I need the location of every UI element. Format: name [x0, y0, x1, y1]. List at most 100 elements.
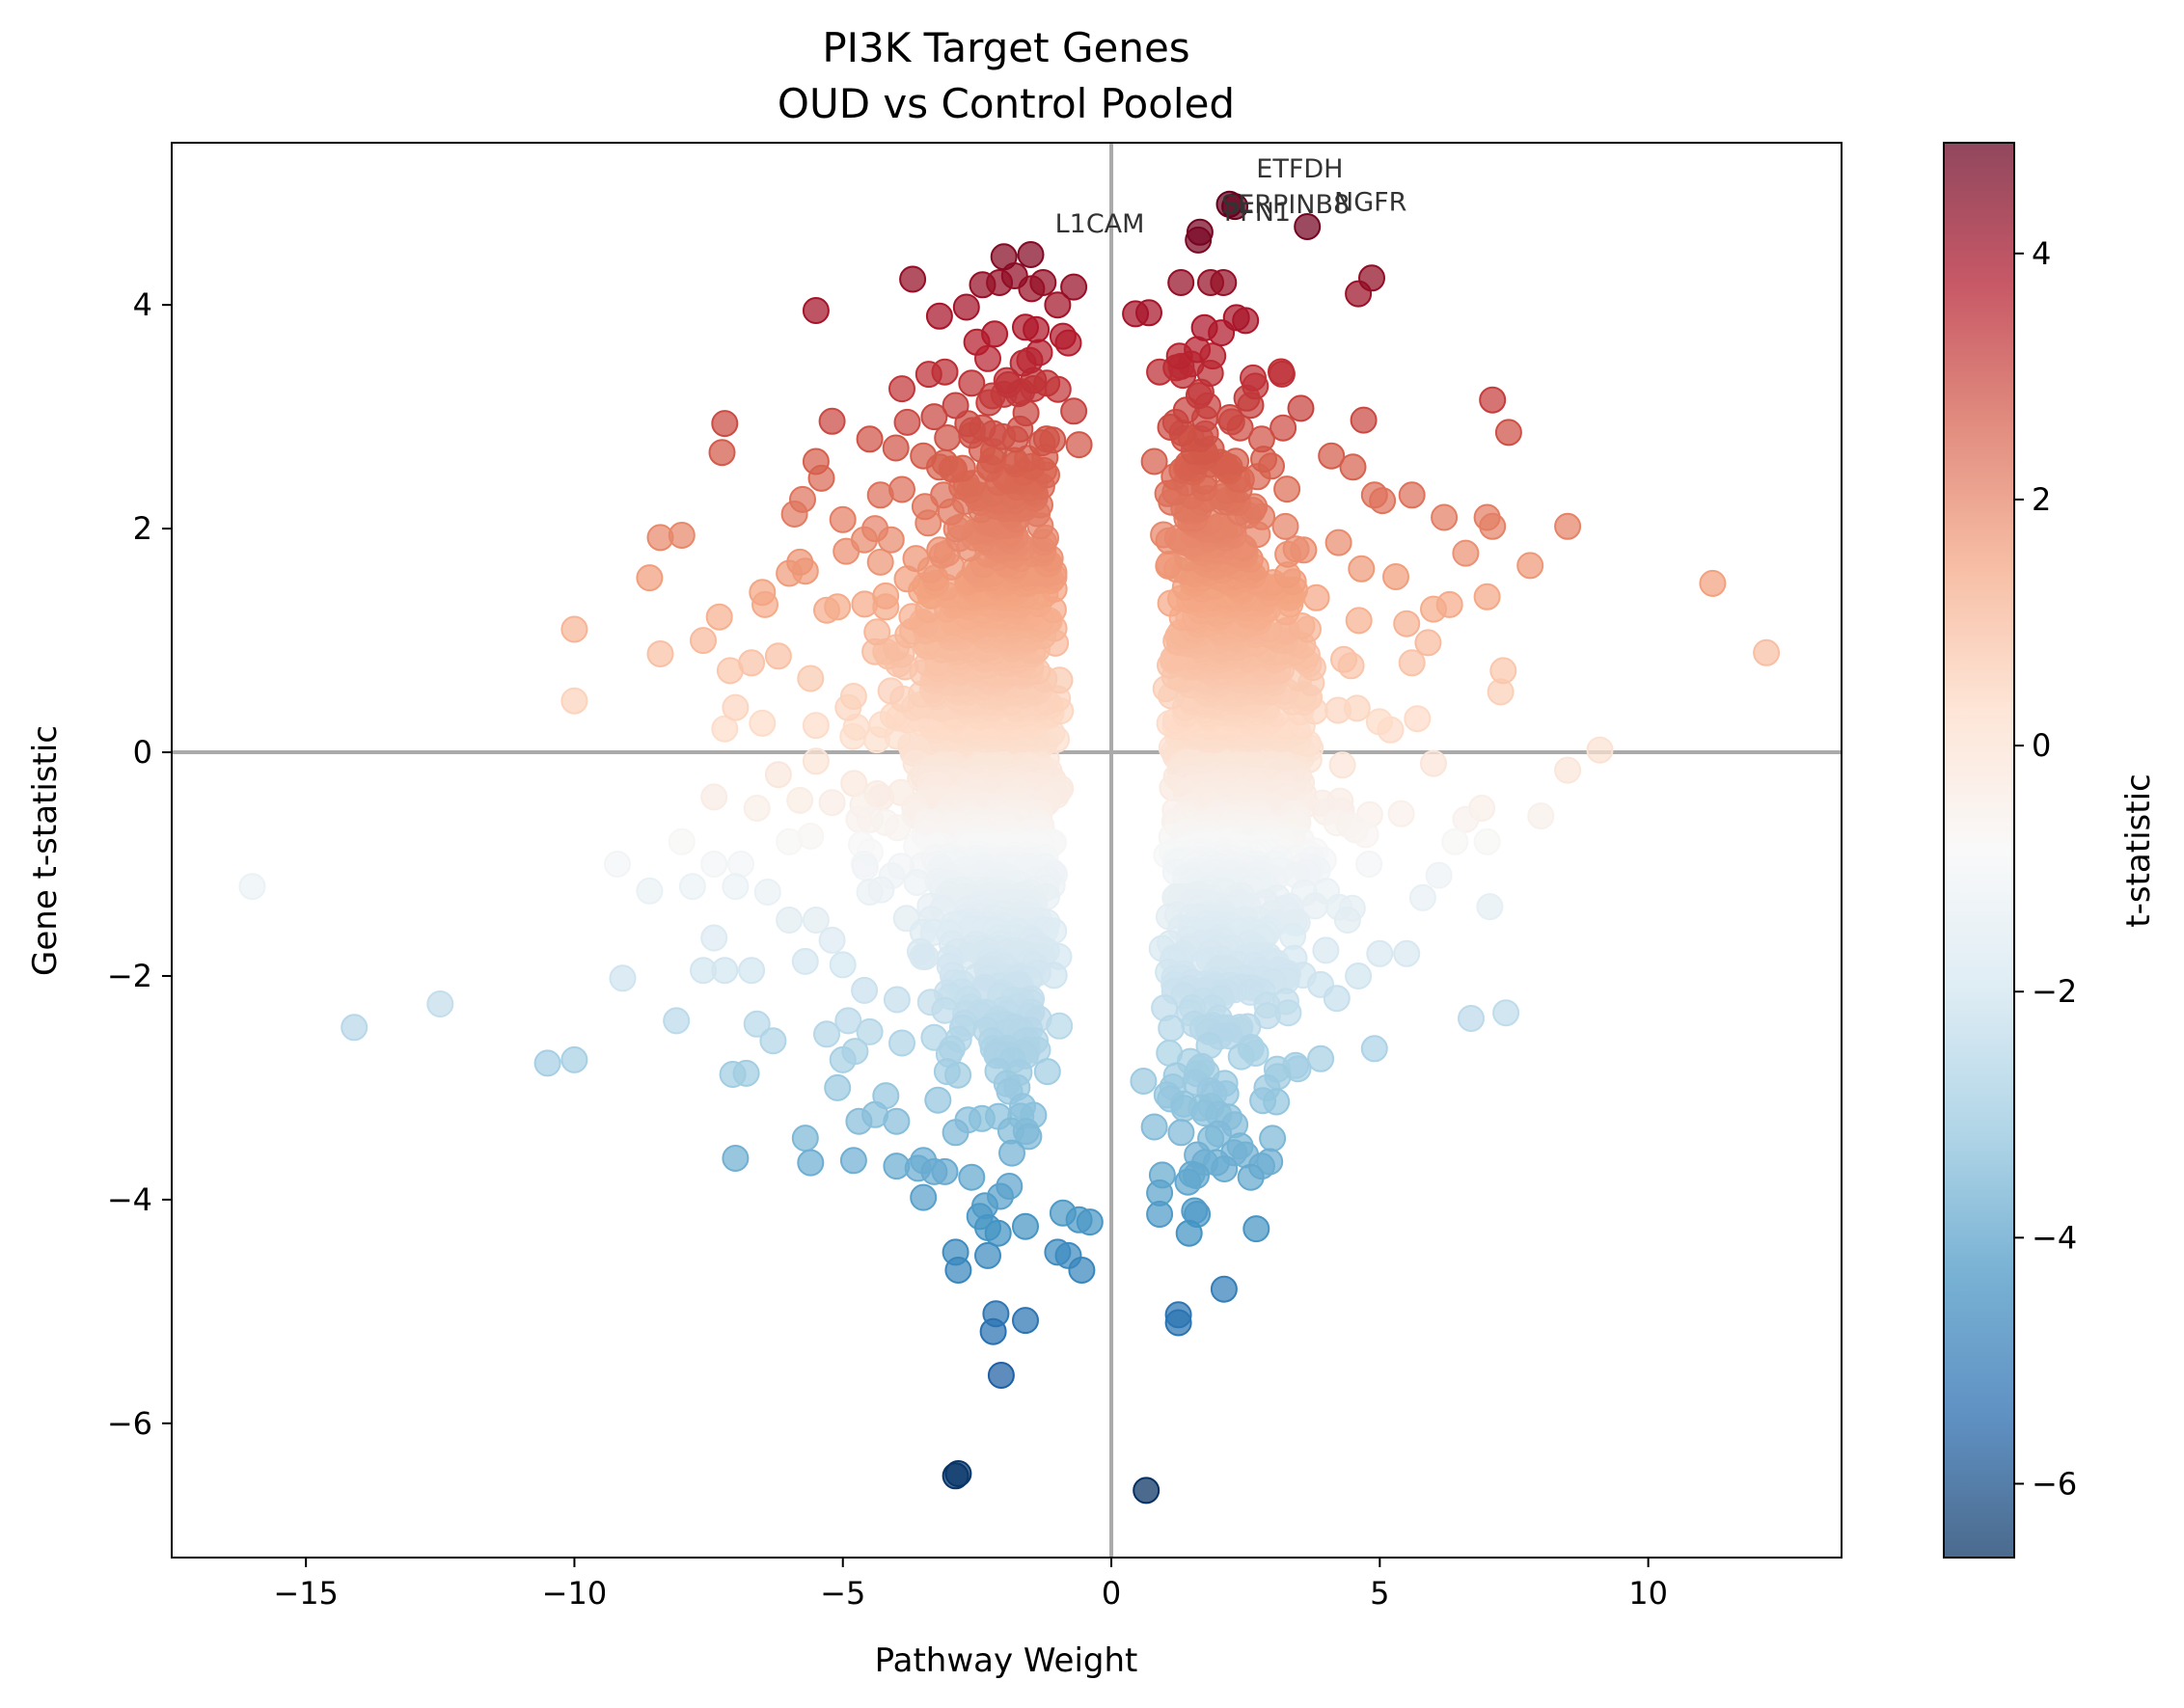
data-point	[1175, 1219, 1203, 1247]
colorbar-gradient	[1944, 143, 2014, 1558]
data-point	[341, 1014, 369, 1042]
data-point	[993, 366, 1021, 394]
data-point	[1164, 1309, 1192, 1337]
data-point	[678, 873, 706, 901]
data-point	[883, 986, 911, 1014]
data-point	[1076, 1208, 1104, 1236]
data-point	[1167, 1119, 1195, 1147]
data-point	[533, 1049, 561, 1077]
data-point	[845, 1107, 873, 1135]
data-point	[851, 854, 879, 881]
x-axis-label: Pathway Weight	[875, 1641, 1138, 1680]
data-point	[786, 548, 814, 576]
data-point	[1420, 749, 1447, 777]
data-point	[238, 873, 266, 901]
data-point	[1350, 406, 1378, 434]
data-point	[1150, 521, 1178, 549]
data-point	[1425, 861, 1453, 889]
gene-label: ETFDH	[1256, 154, 1343, 184]
data-point	[1287, 394, 1315, 422]
data-point	[1263, 1088, 1291, 1116]
data-point	[1294, 213, 1322, 240]
data-point	[1351, 821, 1379, 849]
data-point	[1330, 645, 1357, 673]
data-point	[1328, 751, 1356, 779]
data-point	[1476, 893, 1504, 921]
data-point	[1259, 1125, 1287, 1152]
data-point	[1222, 447, 1250, 475]
data-point	[1323, 985, 1351, 1013]
colorbar-ticks: −6 −4 −2 0 2 4	[2014, 235, 2077, 1502]
y-tick-label: −6	[107, 1405, 152, 1442]
data-point	[1398, 481, 1426, 509]
data-point	[839, 1147, 867, 1175]
data-point	[851, 976, 879, 1004]
data-point	[727, 851, 754, 878]
data-point	[1479, 386, 1507, 414]
data-point	[1382, 563, 1409, 590]
data-point	[990, 243, 1018, 271]
data-point	[1049, 322, 1077, 350]
data-point	[1452, 805, 1480, 833]
data-point	[1312, 936, 1340, 964]
data-point	[818, 789, 846, 817]
data-point	[1360, 481, 1388, 509]
data-point	[1355, 851, 1383, 878]
data-point	[1343, 694, 1371, 722]
data-point	[1060, 397, 1088, 425]
data-point	[1345, 962, 1373, 990]
data-point	[1140, 1113, 1168, 1141]
data-point	[1269, 414, 1297, 442]
data-point	[1012, 1212, 1039, 1240]
data-point	[1554, 512, 1582, 540]
data-point	[1015, 1123, 1043, 1151]
data-point	[1140, 447, 1168, 475]
data-point	[1065, 431, 1093, 459]
data-point	[910, 442, 938, 470]
data-point	[893, 408, 921, 436]
data-point	[1012, 1307, 1039, 1335]
data-point	[722, 873, 750, 901]
x-tick-label: −5	[820, 1575, 865, 1612]
data-point	[764, 761, 792, 789]
data-point	[1387, 800, 1415, 827]
data-point	[776, 827, 804, 855]
data-point	[1133, 1477, 1160, 1505]
data-point	[1268, 358, 1295, 386]
data-point	[958, 1163, 986, 1191]
data-point	[1339, 453, 1367, 481]
data-point	[1473, 583, 1501, 610]
data-point	[749, 709, 777, 737]
y-axis-label: Gene t-statistic	[26, 725, 65, 976]
data-point	[942, 392, 969, 420]
data-point	[1158, 1015, 1186, 1043]
data-point	[791, 1125, 819, 1152]
data-point	[902, 545, 930, 573]
y-tick-label: 4	[133, 286, 152, 323]
data-point	[856, 425, 884, 453]
data-point	[1473, 827, 1501, 855]
data-point	[882, 434, 910, 462]
data-point	[1237, 1163, 1265, 1191]
colorbar-tick-label: 2	[2032, 481, 2051, 518]
plot-frame	[171, 142, 1843, 1559]
data-point	[824, 593, 852, 621]
data-point	[1012, 313, 1039, 341]
data-point	[942, 1462, 969, 1490]
data-point	[818, 926, 846, 954]
data-point	[719, 1061, 747, 1088]
data-point	[802, 747, 830, 775]
data-point	[866, 548, 894, 576]
data-point	[856, 1017, 884, 1045]
x-tick-label: 10	[1628, 1575, 1668, 1612]
data-point	[1197, 269, 1224, 296]
colorbar: −6 −4 −2 0 2 4 t-statistic	[1943, 142, 2158, 1559]
colorbar-tick-label: 4	[2032, 235, 2051, 272]
y-tick-label: 0	[133, 734, 152, 771]
data-point	[708, 439, 736, 467]
data-point	[609, 964, 637, 992]
data-point	[824, 1073, 852, 1101]
data-point	[426, 990, 454, 1017]
data-point	[1240, 364, 1267, 392]
